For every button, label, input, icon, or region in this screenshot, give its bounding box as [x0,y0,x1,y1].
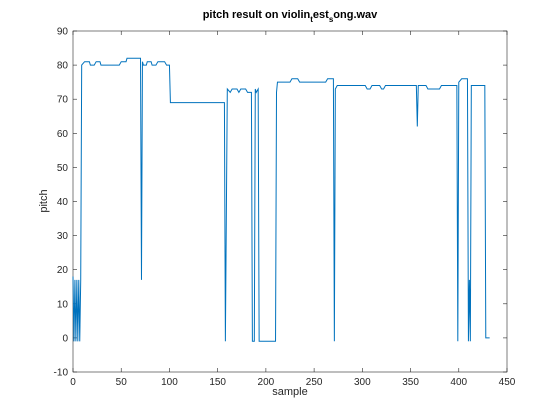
x-tick-label: 50 [116,377,128,388]
y-tick-label: -10 [54,368,69,379]
title-part: ong.wav [333,9,378,21]
y-tick-label: 40 [57,197,69,208]
y-tick-label: 30 [57,231,69,242]
chart-title: pitch result on violintestsong.wav [203,9,378,24]
x-tick-label: 450 [499,377,516,388]
y-tick-label: 0 [62,333,68,344]
x-tick-label: 350 [402,377,419,388]
title-part: est [313,9,329,21]
x-tick-label: 150 [209,377,226,388]
y-tick-label: 90 [57,27,69,38]
data-line [72,57,490,342]
x-axis-label: sample [272,386,307,398]
y-tick-label: 60 [57,129,69,140]
title-part: pitch result on violin [203,9,311,21]
y-axis-label: pitch [38,189,50,212]
x-tick-label: 400 [450,377,467,388]
title-part: t [310,15,313,24]
y-tick-label: 10 [57,299,69,310]
plot-frame [72,30,508,373]
y-tick-label: 50 [57,163,69,174]
y-tick-label: 80 [57,61,69,72]
y-tick-label: 20 [57,265,69,276]
x-tick-label: 200 [258,377,275,388]
title-part: s [329,15,334,24]
x-tick-label: 250 [306,377,323,388]
x-tick-label: 0 [70,377,76,388]
y-tick-label: 70 [57,95,69,106]
x-tick-label: 300 [354,377,371,388]
x-tick-label: 100 [161,377,178,388]
